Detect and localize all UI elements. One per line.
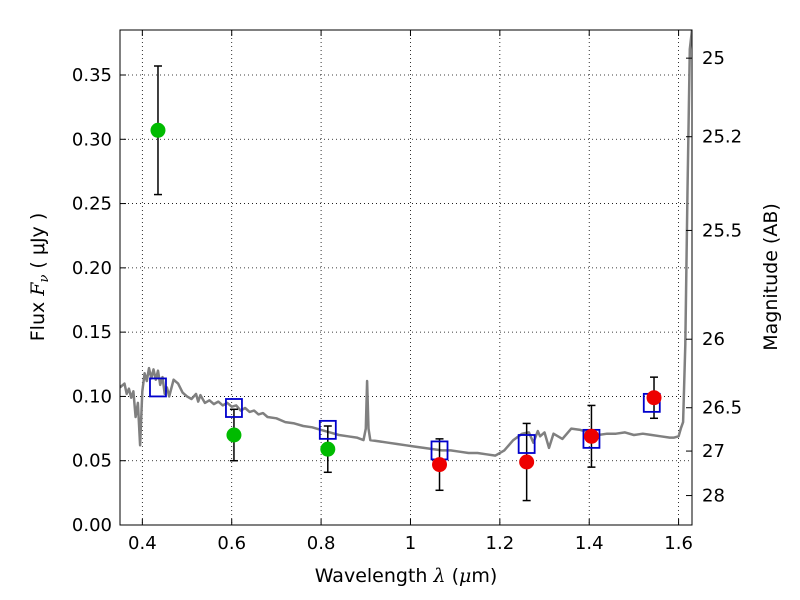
nir_detections-point (519, 454, 535, 470)
y-axis-label: Flux Fν ( μJy ) (27, 213, 52, 342)
y2-tick-label: 25 (702, 48, 725, 69)
y2-tick-label: 26 (702, 329, 725, 350)
y2-tick-labels: 25 25.2 25.5 26 26.5 27 28 (702, 48, 742, 506)
optical_detections-point (150, 122, 166, 138)
y-tick-labels: 0.00 0.05 0.10 0.15 0.20 0.25 0.30 0.35 (72, 65, 112, 536)
plot-frame (119, 29, 693, 526)
y-tick-label: 0.10 (72, 386, 112, 407)
y2-tick-label: 26.5 (702, 398, 742, 419)
markers (149, 122, 662, 473)
x-tick-label: 1.6 (664, 533, 693, 554)
x-tick-label: 0.4 (128, 533, 157, 554)
y2-tick-label: 25.2 (702, 127, 742, 148)
x-tick-label: 0.8 (307, 533, 336, 554)
model-band-square (318, 419, 337, 440)
x-tick-label: 1 (405, 533, 416, 554)
spectrum-line (120, 30, 692, 457)
x-tick-label: 0.6 (217, 533, 246, 554)
y-tick-label: 0.05 (72, 451, 112, 472)
x-axis-label: Wavelength λ (μm) (315, 565, 498, 587)
nir_detections-point (583, 428, 599, 444)
y-tick-label: 0.15 (72, 322, 112, 343)
nir_detections-point (646, 390, 662, 406)
nir_detections-point (432, 457, 448, 473)
model-band-square (225, 398, 243, 418)
axis-ticks (120, 30, 692, 526)
y-tick-label: 0.25 (72, 194, 112, 215)
x-tick-label: 1.2 (486, 533, 515, 554)
y2-tick-label: 28 (702, 486, 725, 507)
model-spectrum (120, 30, 692, 457)
grid (120, 30, 692, 525)
y-tick-label: 0.30 (72, 129, 112, 150)
y2-tick-label: 27 (702, 441, 725, 462)
y-tick-label: 0.35 (72, 65, 112, 86)
model-band-square (517, 434, 536, 454)
y2-axis-label: Magnitude (AB) (760, 203, 782, 351)
model-band-square (149, 377, 167, 398)
optical_detections-point (226, 427, 242, 443)
y-tick-label: 0.00 (72, 515, 112, 536)
optical_detections-point (320, 441, 336, 457)
y2-tick-label: 25.5 (702, 220, 742, 241)
x-tick-labels: 0.4 0.6 0.8 1 1.2 1.4 1.6 (128, 533, 693, 554)
x-tick-label: 1.4 (575, 533, 604, 554)
y-tick-label: 0.20 (72, 258, 112, 279)
